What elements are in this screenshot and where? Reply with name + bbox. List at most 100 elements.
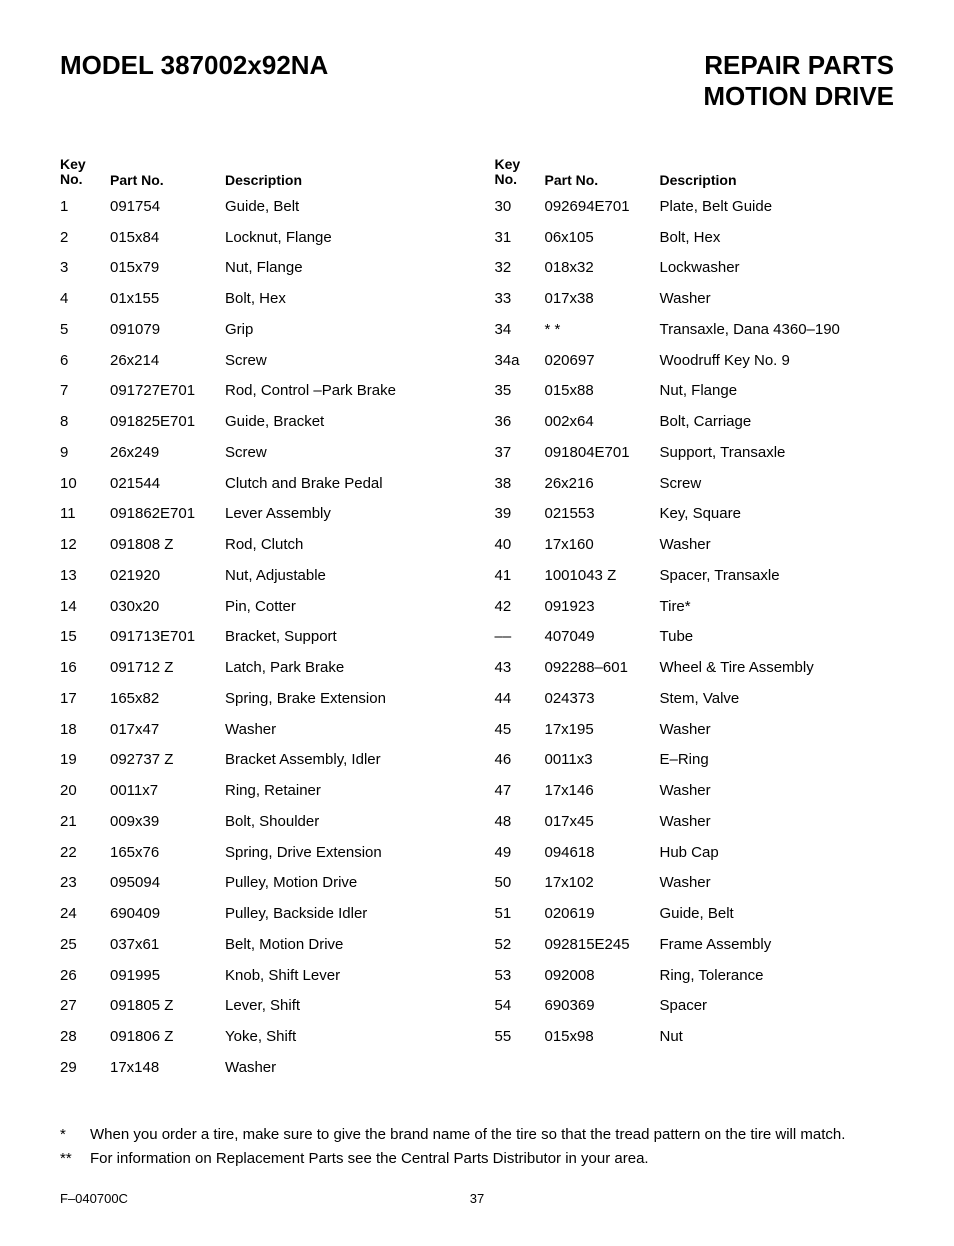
cell-desc: Latch, Park Brake [225,653,460,684]
cell-part: 091808 Z [110,530,225,561]
parts-table-left: Key No. Part No. Description 1091754Guid… [60,157,460,1084]
cell-key: 18 [60,715,110,746]
cell-part: 01x155 [110,284,225,315]
table-row: 39021553Key, Square [495,499,895,530]
cell-part: 015x79 [110,253,225,284]
cell-key: 46 [495,745,545,776]
table-header: Key No. Part No. Description [495,157,895,188]
cell-key: 28 [60,1022,110,1053]
table-row: 4717x146Washer [495,776,895,807]
header: MODEL 387002x92NA REPAIR PARTS MOTION DR… [60,50,894,112]
cell-part: 26x214 [110,346,225,377]
cell-key: 1 [60,192,110,223]
cell-desc: Nut, Flange [225,253,460,284]
cell-part: 030x20 [110,592,225,623]
cell-desc: Bracket Assembly, Idler [225,745,460,776]
footer-right [616,1191,894,1206]
cell-key: 10 [60,469,110,500]
cell-key: 23 [60,868,110,899]
cell-key: 15 [60,622,110,653]
cell-part: 26x249 [110,438,225,469]
cell-key: 54 [495,991,545,1022]
cell-desc: Key, Square [660,499,895,530]
cell-desc: Bolt, Hex [660,223,895,254]
cell-part: 017x47 [110,715,225,746]
table-row: 54690369Spacer [495,991,895,1022]
cell-part: 092815E245 [545,930,660,961]
cell-part: 17x160 [545,530,660,561]
cell-key: 45 [495,715,545,746]
cell-desc: Screw [225,346,460,377]
cell-part: 26x216 [545,469,660,500]
cell-part: 015x84 [110,223,225,254]
cell-desc: Washer [660,807,895,838]
cell-desc: E–Ring [660,745,895,776]
cell-key: 27 [60,991,110,1022]
cell-desc: Washer [225,715,460,746]
cell-part: 690409 [110,899,225,930]
cell-desc: Hub Cap [660,838,895,869]
cell-key: 35 [495,376,545,407]
cell-desc: Washer [660,868,895,899]
table-row: 51020619Guide, Belt [495,899,895,930]
cell-key: 53 [495,961,545,992]
header-desc: Description [660,157,895,188]
cell-key: 43 [495,653,545,684]
table-row: 401x155Bolt, Hex [60,284,460,315]
cell-desc: Spacer, Transaxle [660,561,895,592]
cell-desc: Bolt, Carriage [660,407,895,438]
cell-key: 55 [495,1022,545,1053]
cell-desc: Bracket, Support [225,622,460,653]
cell-key: 5 [60,315,110,346]
cell-desc: Pulley, Motion Drive [225,868,460,899]
cell-key: 12 [60,530,110,561]
cell-desc: Rod, Control –Park Brake [225,376,460,407]
cell-key: –– [495,622,545,653]
cell-part: 021920 [110,561,225,592]
cell-key: 51 [495,899,545,930]
cell-part: 0011x3 [545,745,660,776]
cell-desc: Washer [225,1053,460,1084]
table-row: 26091995Knob, Shift Lever [60,961,460,992]
table-row: 12091808 ZRod, Clutch [60,530,460,561]
model-title: MODEL 387002x92NA [60,50,328,81]
cell-desc: Screw [660,469,895,500]
cell-key: 29 [60,1053,110,1084]
table-row: 5017x102Washer [495,868,895,899]
footnote: *When you order a tire, make sure to giv… [60,1124,894,1147]
cell-part: 024373 [545,684,660,715]
cell-part: 091923 [545,592,660,623]
cell-desc: Pin, Cotter [225,592,460,623]
cell-part: 091862E701 [110,499,225,530]
cell-key: 3 [60,253,110,284]
cell-key: 8 [60,407,110,438]
footer-center: 37 [338,1191,616,1206]
table-body-right: 30092694E701Plate, Belt Guide3106x105Bol… [495,192,895,1053]
cell-part: 021544 [110,469,225,500]
cell-part: 002x64 [545,407,660,438]
cell-key: 22 [60,838,110,869]
cell-part: 092008 [545,961,660,992]
cell-desc: Guide, Belt [660,899,895,930]
table-row: 22165x76Spring, Drive Extension [60,838,460,869]
cell-key: 36 [495,407,545,438]
table-row: 11091862E701Lever Assembly [60,499,460,530]
header-part: Part No. [110,157,225,188]
table-row: 25037x61Belt, Motion Drive [60,930,460,961]
cell-desc: Nut, Flange [660,376,895,407]
table-row: 28091806 ZYoke, Shift [60,1022,460,1053]
table-row: 36002x64Bolt, Carriage [495,407,895,438]
cell-part: 094618 [545,838,660,869]
cell-desc: Rod, Clutch [225,530,460,561]
cell-desc: Pulley, Backside Idler [225,899,460,930]
cell-part: 091806 Z [110,1022,225,1053]
table-row: 53092008Ring, Tolerance [495,961,895,992]
footnote-text: For information on Replacement Parts see… [90,1148,894,1171]
cell-key: 13 [60,561,110,592]
cell-key: 21 [60,807,110,838]
table-row: 18017x47Washer [60,715,460,746]
table-row: 16091712 ZLatch, Park Brake [60,653,460,684]
cell-desc: Nut, Adjustable [225,561,460,592]
cell-part: 091805 Z [110,991,225,1022]
header-desc: Description [225,157,460,188]
